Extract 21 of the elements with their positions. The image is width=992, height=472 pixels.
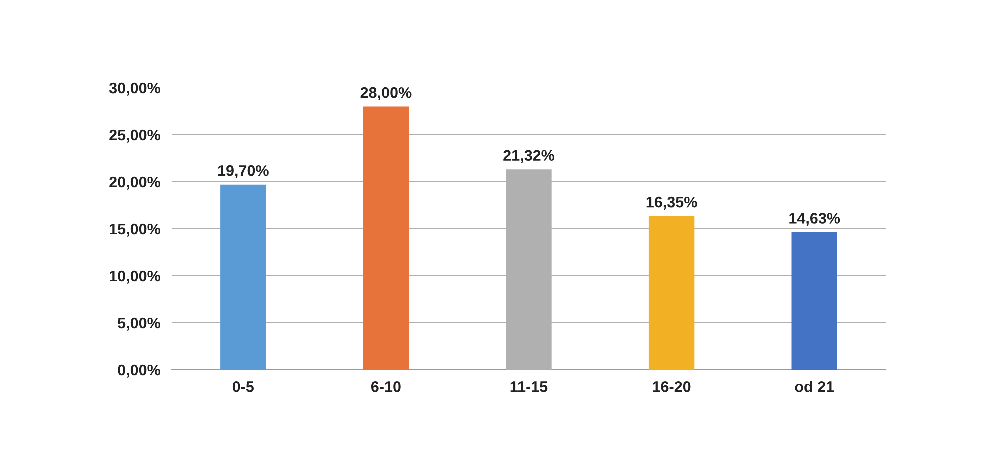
bar	[363, 106, 410, 370]
x-tick-label: od 21	[795, 381, 834, 392]
y-tick-label: 25,00%	[110, 130, 160, 143]
x-tick-label: 0-5	[232, 382, 254, 392]
y-tick-label: 5,00%	[118, 318, 160, 331]
data-label: 28,00%	[360, 87, 412, 100]
data-label: 16,35%	[646, 196, 698, 210]
x-tick-label: 11-15	[510, 382, 548, 392]
y-tick-label: 30,00%	[109, 82, 160, 96]
data-label: 19,70%	[218, 165, 269, 178]
bar	[648, 216, 695, 370]
x-tick-label: 6-10	[371, 382, 401, 392]
data-label: 14,63%	[790, 213, 840, 226]
bar	[220, 184, 266, 370]
y-tick-label: 10,00%	[110, 270, 160, 284]
data-label: 21,32%	[504, 150, 555, 164]
x-tick-label: 16-20	[653, 382, 691, 392]
y-tick-label: 15,00%	[110, 224, 160, 237]
bar	[792, 232, 838, 370]
y-tick-label: 0,00%	[118, 364, 160, 378]
y-tick-label: 20,00%	[110, 176, 160, 190]
